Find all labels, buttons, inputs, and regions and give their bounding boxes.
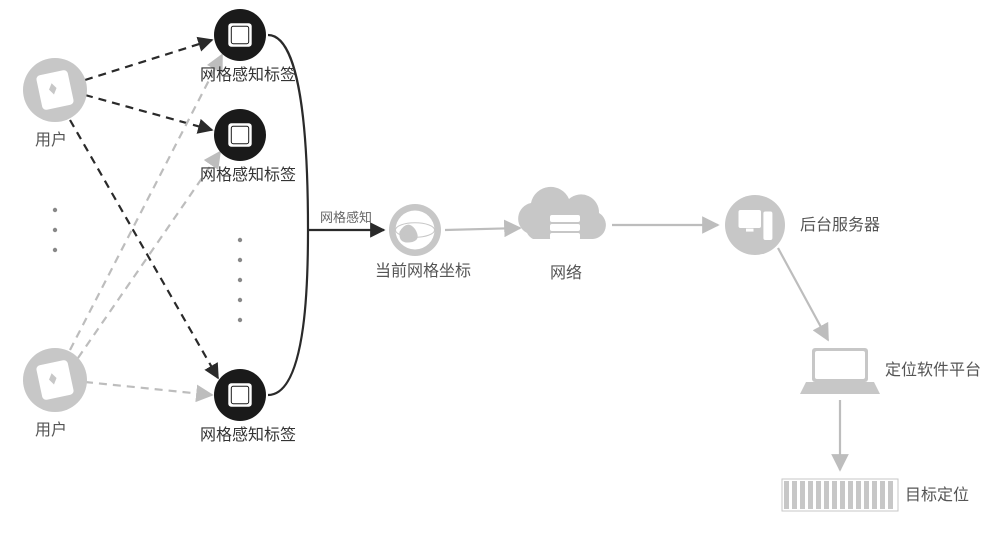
monitor-icon — [739, 210, 762, 228]
node-globe — [389, 204, 441, 256]
node-tag_top — [214, 9, 266, 61]
ellipsis-dot — [53, 228, 57, 232]
node-target — [782, 479, 898, 511]
target-label: 目标定位 — [905, 486, 969, 504]
ellipsis-dot — [53, 208, 57, 212]
edge-globe-cloud — [445, 228, 520, 230]
ellipsis-dot — [238, 258, 242, 262]
node-cloud — [518, 187, 606, 240]
edge-label-grid-sense: 网格感知 — [320, 210, 372, 225]
ellipsis-dot — [238, 238, 242, 242]
edge-user_bot-tag_top — [70, 55, 222, 350]
target-grid-icon — [782, 479, 898, 511]
node-server — [725, 195, 785, 255]
node-user_top — [23, 58, 87, 122]
node-user_bot — [23, 348, 87, 412]
cloud-server-icon — [550, 224, 580, 231]
laptop-label: 定位软件平台 — [885, 361, 981, 379]
edge-user_top-tag_top — [85, 40, 212, 80]
node-tag_bot — [214, 369, 266, 421]
cloud-server-icon — [550, 233, 580, 240]
edge-user_bot-tag_bot — [85, 382, 212, 395]
tag-collector-brace — [268, 35, 308, 395]
tag_top-label: 网格感知标签 — [200, 66, 296, 84]
user_bot-label: 用户 — [35, 421, 67, 439]
tag_bot-label: 网格感知标签 — [200, 426, 296, 444]
server-label: 后台服务器 — [800, 216, 880, 234]
user_top-label: 用户 — [35, 131, 67, 149]
edge-user_bot-tag_mid — [78, 152, 220, 358]
node-tag_mid — [214, 109, 266, 161]
ellipsis-dot — [238, 278, 242, 282]
cloud-label: 网络 — [550, 263, 582, 282]
ellipsis-dot — [238, 298, 242, 302]
ellipsis-dot — [238, 318, 242, 322]
tower-icon — [763, 212, 772, 241]
ellipsis-dot — [53, 248, 57, 252]
globe-label: 当前网格坐标 — [375, 262, 471, 280]
laptop-display-icon — [815, 351, 865, 379]
edge-user_top-tag_bot — [70, 120, 218, 378]
node-laptop — [800, 348, 880, 394]
cloud-server-icon — [550, 215, 580, 222]
diagram-canvas: 网格感知用户用户网格感知标签网格感知标签网格感知标签当前网格坐标网络后台服务器定… — [0, 0, 1000, 543]
laptop-base-icon — [800, 382, 880, 394]
monitor-stand-icon — [746, 229, 754, 232]
tag_mid-label: 网格感知标签 — [200, 166, 296, 184]
cloud-icon — [518, 187, 606, 239]
edge-server-laptop — [778, 248, 828, 340]
